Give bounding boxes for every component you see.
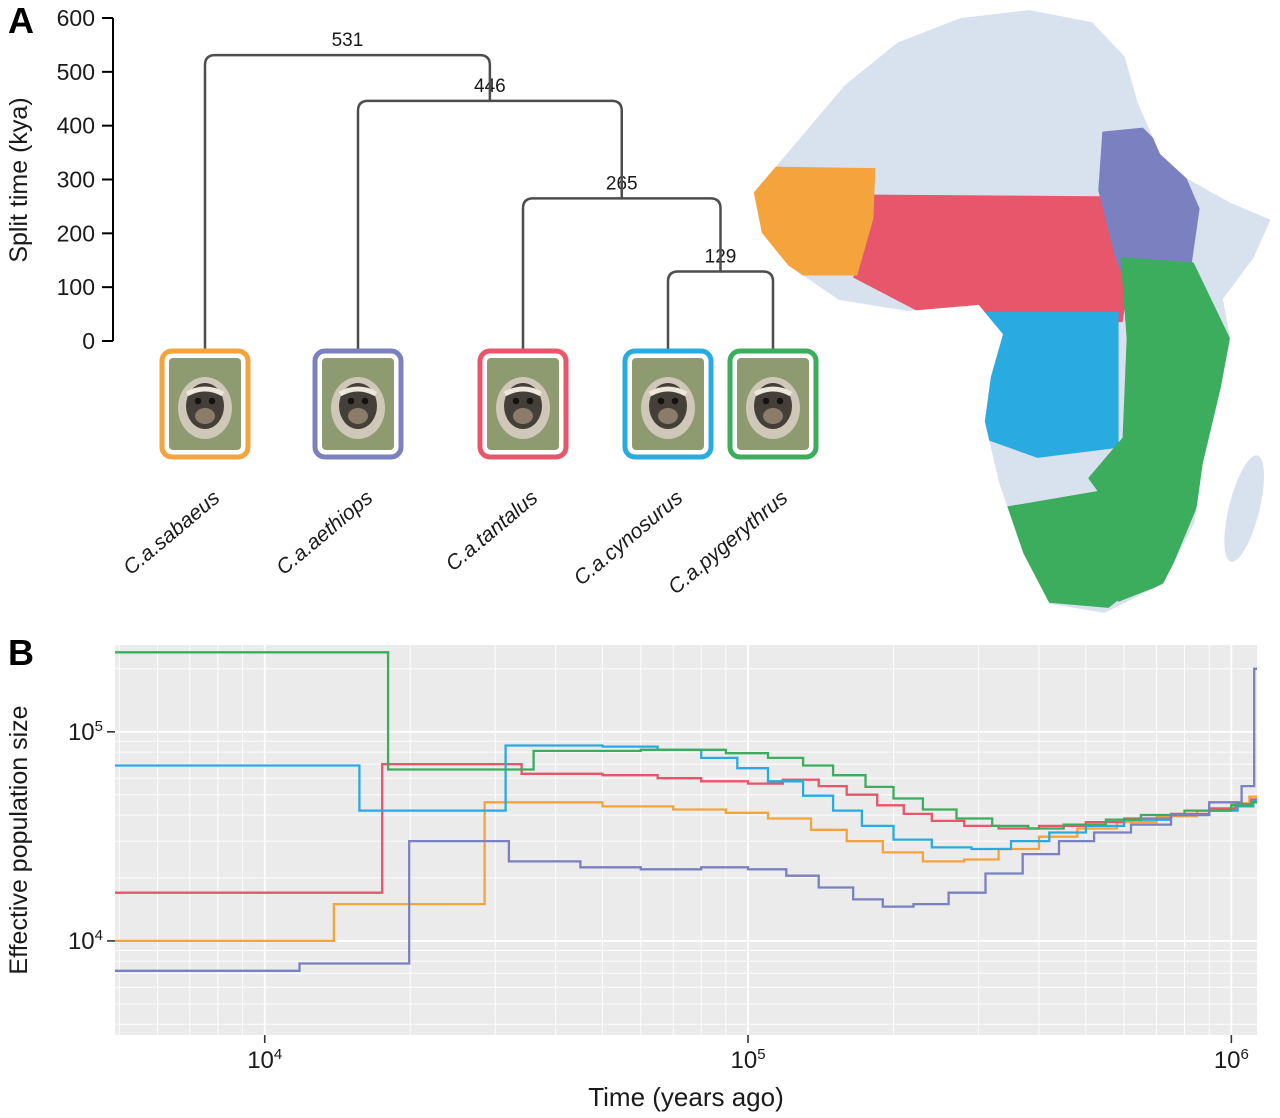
monkey-muzzle (513, 408, 533, 424)
species-photo-aethiops (312, 348, 404, 460)
species-name-sabaeus: C.a.sabaeus (119, 486, 224, 580)
monkey-muzzle (763, 408, 783, 424)
split-axis-tick-label: 200 (57, 220, 95, 246)
range-sabaeus (753, 166, 876, 276)
psmc-curve-sabaeus (115, 795, 1257, 943)
monkey-muzzle (348, 408, 368, 424)
split-time-label: 531 (332, 30, 364, 51)
panel-a-label: A (8, 0, 34, 41)
panel-b-label: B (8, 632, 34, 673)
monkey-brow (185, 386, 225, 397)
species-name-cynosurus: C.a.cynosurus (570, 486, 688, 590)
tree-bracket (521, 197, 722, 353)
y-axis-tick-label: 104 (68, 927, 103, 955)
monkey-eye (657, 397, 665, 405)
species-photo-pygerythrus (727, 348, 819, 460)
monkey-muzzle (658, 408, 678, 424)
y-axis-title: Effective population size (5, 705, 33, 974)
range-tantalus (853, 194, 1133, 327)
y-axis-tick-label: 105 (68, 718, 103, 746)
monkey-brow (753, 386, 793, 397)
species-name-tantalus: C.a.tantalus (442, 486, 543, 576)
monkey-eye (762, 397, 770, 405)
split-axis-tick-label: 100 (57, 274, 95, 300)
monkey-eye (347, 397, 355, 405)
species-name-aethiops: C.a.aethiops (272, 486, 377, 580)
monkey-face-icon (737, 358, 809, 450)
x-axis-tick-label: 105 (731, 1046, 766, 1074)
psmc-curve-pygerythrus (115, 651, 1257, 830)
monkey-brow (338, 386, 378, 397)
africa-range-map (753, 10, 1271, 613)
psmc-population-chart: 104 105 106 104 105 Time (years ago) Effective… (5, 645, 1257, 1112)
tree-bracket (356, 99, 623, 353)
species-photo-sabaeus (159, 348, 251, 460)
monkey-face-icon (487, 358, 559, 450)
monkey-eye (776, 397, 784, 405)
psmc-curve-aethiops (115, 667, 1257, 972)
split-axis-tick-label: 600 (57, 5, 95, 31)
monkey-eye (671, 397, 679, 405)
monkey-eye (194, 397, 202, 405)
species-photo-tantalus (477, 348, 569, 460)
monkey-brow (503, 386, 543, 397)
madagascar (1224, 455, 1264, 562)
panel-a: A 600 500 400 300 200 100 0 Split time (kya) 129… (5, 0, 1271, 613)
monkey-eye (208, 397, 216, 405)
tree-bracket (203, 53, 492, 353)
monkey-eye (526, 397, 534, 405)
monkey-muzzle (195, 408, 215, 424)
split-axis-tick-label: 400 (57, 113, 95, 139)
split-axis-title: Split time (kya) (5, 97, 33, 262)
panel-b: B 104 105 106 104 105 Time (years ago) Effecti… (0, 632, 1280, 1118)
split-axis-tick-label: 500 (57, 59, 95, 85)
split-axis-tick-label: 300 (57, 167, 95, 193)
x-axis-tick-label: 106 (1214, 1046, 1249, 1074)
x-axis-tick-label: 104 (247, 1046, 282, 1074)
range-pygerythrus-south (994, 490, 1164, 608)
monkey-face-icon (169, 358, 241, 450)
monkey-brow (648, 386, 688, 397)
monkey-eye (512, 397, 520, 405)
split-axis-tick-label: 0 (82, 328, 95, 354)
species-photo-cynosurus (622, 348, 714, 460)
x-axis-title: Time (years ago) (588, 1082, 784, 1112)
range-cynosurus (952, 311, 1119, 458)
monkey-eye (361, 397, 369, 405)
monkey-face-icon (322, 358, 394, 450)
monkey-face-icon (632, 358, 704, 450)
